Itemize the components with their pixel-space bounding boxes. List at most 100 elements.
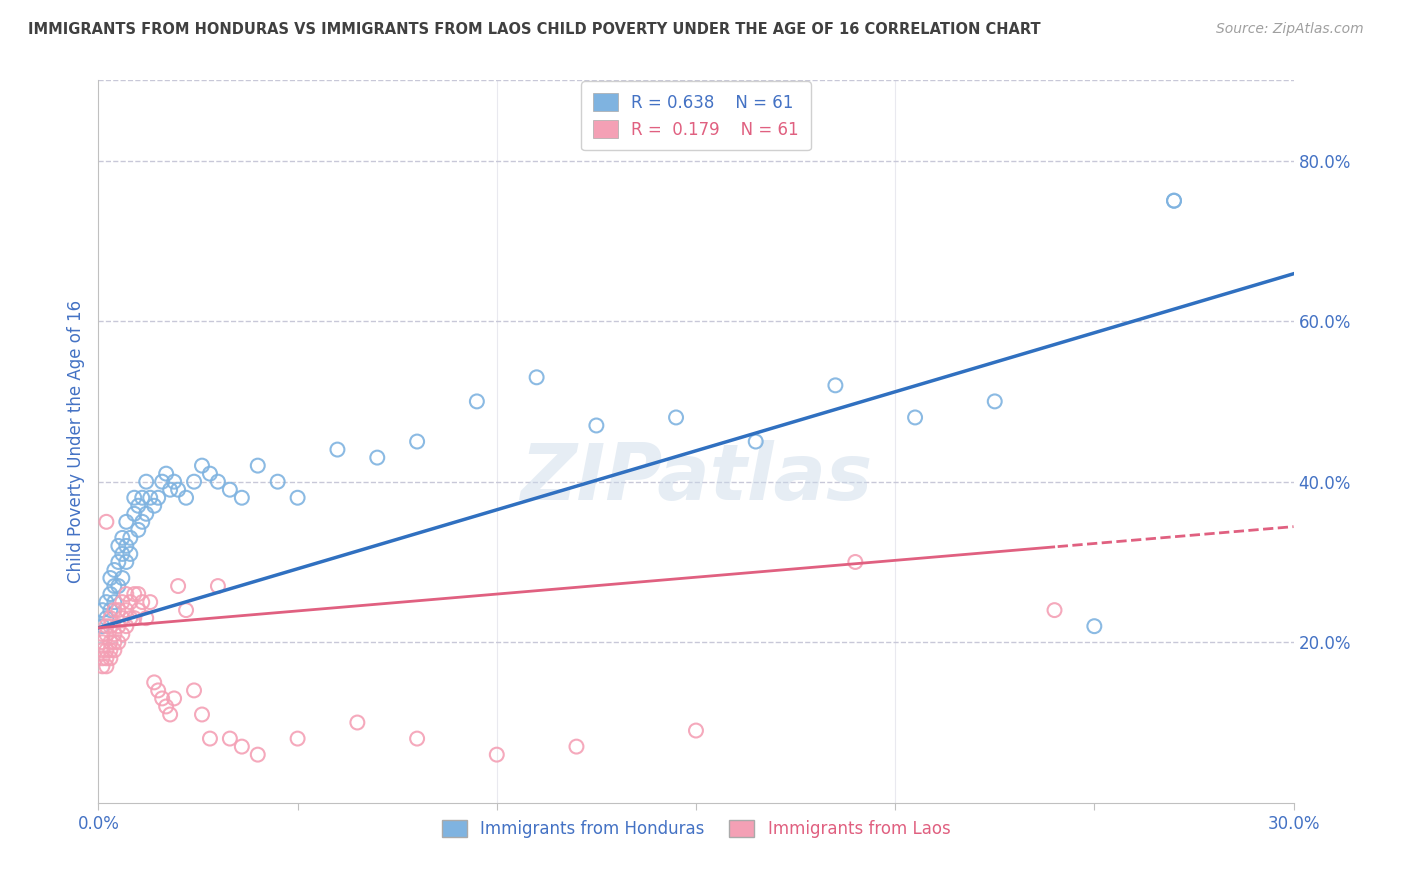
Point [685, 723, 707, 738]
Point [107, 579, 129, 593]
Point [219, 483, 242, 497]
Point [120, 547, 142, 561]
Point [150, 691, 173, 706]
Point [115, 603, 138, 617]
Point [96, 515, 118, 529]
Point [103, 563, 125, 577]
Point [406, 731, 429, 746]
Point [103, 595, 125, 609]
Point [191, 458, 214, 473]
Point [139, 595, 162, 609]
Point [91, 619, 114, 633]
Point [246, 458, 269, 473]
Point [98, 571, 122, 585]
Point [267, 475, 290, 489]
Point [98, 611, 122, 625]
Point [131, 515, 153, 529]
Point [120, 611, 142, 625]
Point [98, 587, 122, 601]
Point [135, 611, 157, 625]
Point [111, 547, 134, 561]
Point [148, 491, 170, 505]
Point [91, 651, 114, 665]
Point [115, 619, 138, 633]
Point [111, 627, 134, 641]
Point [155, 699, 177, 714]
Point [231, 739, 253, 754]
Point [231, 491, 253, 505]
Point [96, 643, 118, 657]
Point [131, 491, 153, 505]
Point [366, 450, 388, 465]
Point [91, 659, 114, 673]
Point [191, 707, 214, 722]
Point [287, 731, 309, 746]
Point [120, 595, 142, 609]
Point [91, 603, 114, 617]
Point [131, 595, 153, 609]
Point [585, 418, 607, 433]
Point [91, 635, 114, 649]
Point [824, 378, 846, 392]
Point [159, 483, 181, 497]
Point [1043, 603, 1066, 617]
Point [127, 523, 149, 537]
Point [1083, 619, 1105, 633]
Point [904, 410, 927, 425]
Point [124, 491, 146, 505]
Point [107, 603, 129, 617]
Point [96, 659, 118, 673]
Text: Source: ZipAtlas.com: Source: ZipAtlas.com [1216, 22, 1364, 37]
Point [155, 467, 177, 481]
Point [103, 635, 125, 649]
Point [91, 627, 114, 641]
Point [103, 643, 125, 657]
Point [287, 491, 309, 505]
Point [120, 531, 142, 545]
Point [139, 491, 162, 505]
Point [183, 475, 205, 489]
Point [107, 555, 129, 569]
Point [159, 707, 181, 722]
Point [1163, 194, 1185, 208]
Point [183, 683, 205, 698]
Point [107, 539, 129, 553]
Point [207, 475, 229, 489]
Point [96, 595, 118, 609]
Point [96, 627, 118, 641]
Point [115, 587, 138, 601]
Point [326, 442, 349, 457]
Point [103, 603, 125, 617]
Point [526, 370, 548, 384]
Point [91, 643, 114, 657]
Point [98, 635, 122, 649]
Point [148, 683, 170, 698]
Point [346, 715, 368, 730]
Point [844, 555, 866, 569]
Point [127, 587, 149, 601]
Y-axis label: Child Poverty Under the Age of 16: Child Poverty Under the Age of 16 [66, 300, 84, 583]
Text: IMMIGRANTS FROM HONDURAS VS IMMIGRANTS FROM LAOS CHILD POVERTY UNDER THE AGE OF : IMMIGRANTS FROM HONDURAS VS IMMIGRANTS F… [28, 22, 1040, 37]
Point [219, 731, 242, 746]
Point [98, 603, 122, 617]
Point [198, 731, 221, 746]
Point [1163, 194, 1185, 208]
Point [246, 747, 269, 762]
Point [163, 475, 186, 489]
Point [107, 635, 129, 649]
Point [485, 747, 508, 762]
Point [143, 675, 166, 690]
Point [98, 643, 122, 657]
Point [198, 467, 221, 481]
Point [115, 515, 138, 529]
Point [124, 587, 146, 601]
Point [103, 627, 125, 641]
Point [135, 507, 157, 521]
Point [96, 611, 118, 625]
Point [163, 691, 186, 706]
Point [406, 434, 429, 449]
Point [103, 579, 125, 593]
Text: ZIPatlas: ZIPatlas [520, 440, 872, 516]
Point [745, 434, 768, 449]
Point [127, 499, 149, 513]
